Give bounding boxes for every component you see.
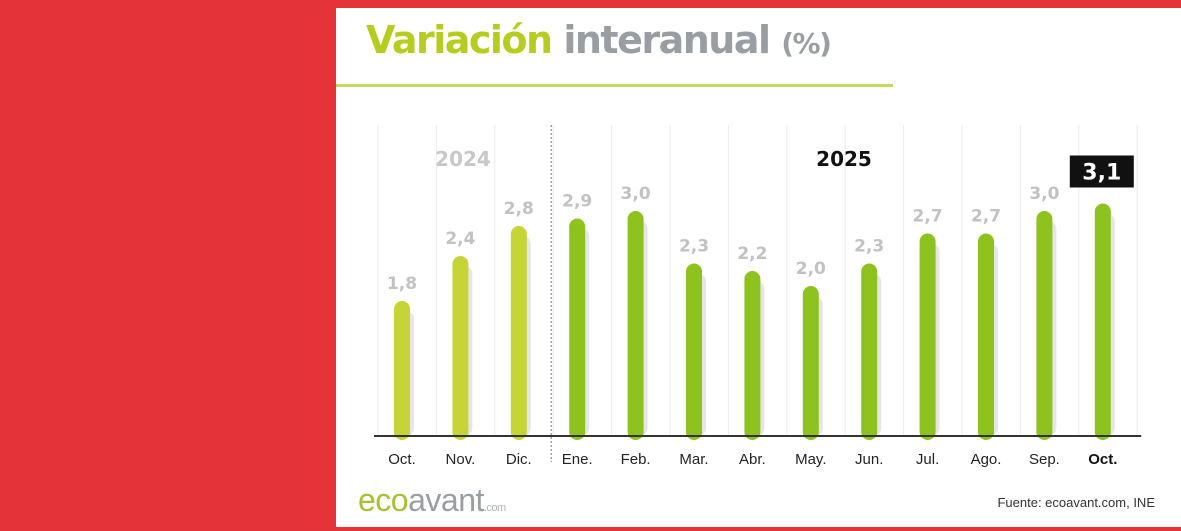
data-label: 2,8 bbox=[504, 199, 534, 219]
data-label: 2,7 bbox=[913, 207, 943, 227]
data-label: 1,8 bbox=[387, 274, 417, 294]
bar-chart: 1,8 Oct. 2,4 Nov. 2,8 Dic. 2,9 Ene. 3,0 Feb. 2,3 Ma… bbox=[374, 125, 1142, 468]
title-percent: (%) bbox=[781, 27, 832, 60]
data-label: 2,9 bbox=[562, 192, 592, 212]
ecoavant-logo: ecoavant.com bbox=[358, 482, 506, 518]
highlight-label-box bbox=[1069, 155, 1134, 188]
bar bbox=[1036, 211, 1053, 440]
x-tick-label: Mar. bbox=[679, 451, 708, 468]
source-note: Fuente: ecoavant.com, INE bbox=[997, 495, 1155, 510]
x-tick-label: Sep. bbox=[1029, 451, 1060, 468]
x-tick-label: Oct. bbox=[1088, 451, 1117, 468]
data-label: 2,7 bbox=[971, 207, 1001, 227]
year-label-2024: 2024 bbox=[435, 147, 491, 171]
x-tick-label: Nov. bbox=[446, 451, 476, 468]
bar bbox=[452, 256, 469, 440]
x-tick-label: Feb. bbox=[621, 451, 651, 468]
x-tick-label: Jul. bbox=[916, 451, 939, 468]
bar bbox=[802, 286, 819, 440]
bar bbox=[569, 218, 586, 440]
chart-panel: Variación interanual (%) 1,8 Oct. 2,4 Nov. 2… bbox=[336, 8, 1181, 527]
x-tick-label: Ene. bbox=[562, 451, 593, 468]
bar bbox=[919, 233, 936, 440]
bar bbox=[744, 271, 761, 440]
x-tick-label: Jun. bbox=[855, 451, 883, 468]
x-tick-label: Ago. bbox=[971, 451, 1002, 468]
data-label: 2,2 bbox=[737, 244, 767, 264]
bar bbox=[510, 226, 527, 440]
chart-title: Variación interanual (%) bbox=[366, 18, 832, 62]
x-tick-label: May. bbox=[795, 451, 826, 468]
bar bbox=[627, 211, 644, 440]
data-label: 2,3 bbox=[854, 237, 884, 257]
data-label: 2,3 bbox=[679, 237, 709, 257]
title-interanual: interanual bbox=[563, 18, 771, 62]
data-label: 3,0 bbox=[1029, 184, 1059, 204]
data-label: 2,4 bbox=[445, 229, 475, 249]
x-tick-label: Oct. bbox=[388, 451, 416, 468]
data-label: 3,0 bbox=[621, 184, 651, 204]
year-label-2025: 2025 bbox=[816, 147, 872, 171]
bar bbox=[978, 233, 994, 440]
bar bbox=[394, 301, 410, 440]
x-tick-label: Abr. bbox=[739, 451, 766, 468]
title-variacion: Variación bbox=[366, 18, 553, 62]
bar bbox=[1094, 203, 1111, 440]
data-label: 3,1 bbox=[1082, 161, 1121, 186]
data-label: 2,0 bbox=[796, 259, 826, 279]
title-underline bbox=[336, 84, 893, 87]
x-tick-label: Dic. bbox=[506, 451, 532, 468]
bar bbox=[861, 263, 878, 440]
bar bbox=[686, 263, 702, 440]
